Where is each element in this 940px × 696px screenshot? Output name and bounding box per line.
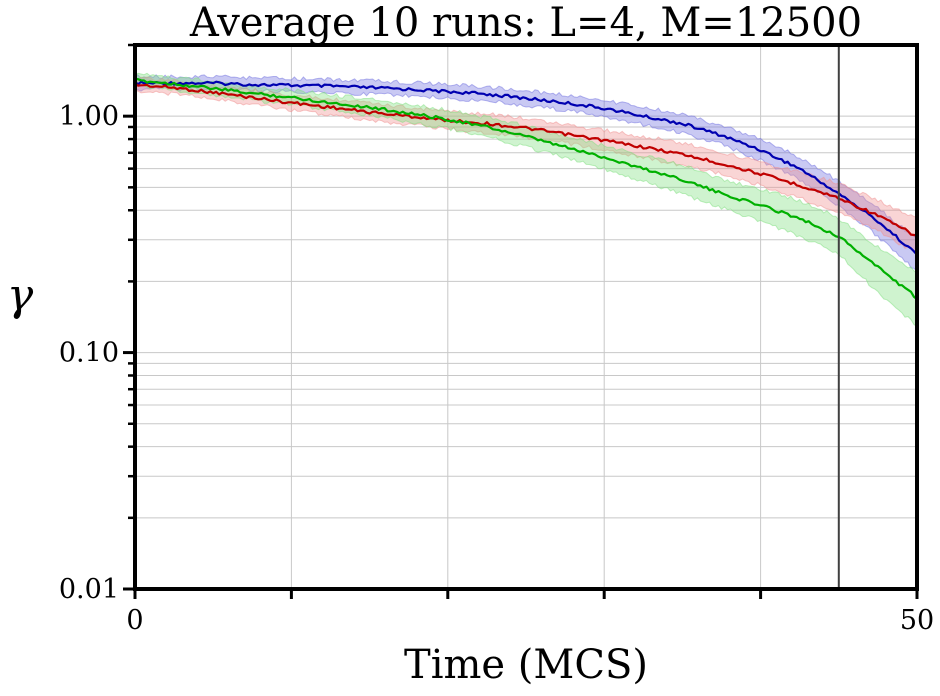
x-tick-label: 50 — [900, 605, 934, 636]
series-3-line — [134, 77, 918, 300]
y-tick-label: 0.01 — [59, 574, 119, 605]
y-tick-label: 1.00 — [59, 101, 119, 132]
series-lines — [134, 77, 918, 300]
plot-frame — [133, 43, 919, 591]
series-2-line — [134, 82, 918, 237]
x-tick-label: 0 — [126, 605, 143, 636]
y-axis-label: γ — [7, 270, 34, 321]
confidence-bands — [134, 72, 918, 328]
x-axis-label: Time (MCS) — [404, 642, 648, 688]
axis-ticks: 0.01 0.10 1.00 0 50 — [59, 43, 934, 636]
series-3-band — [134, 72, 918, 328]
series-1-line — [134, 80, 918, 256]
y-tick-label: 0.10 — [59, 338, 119, 369]
chart-title: Average 10 runs: L=4, M=12500 — [189, 0, 862, 46]
